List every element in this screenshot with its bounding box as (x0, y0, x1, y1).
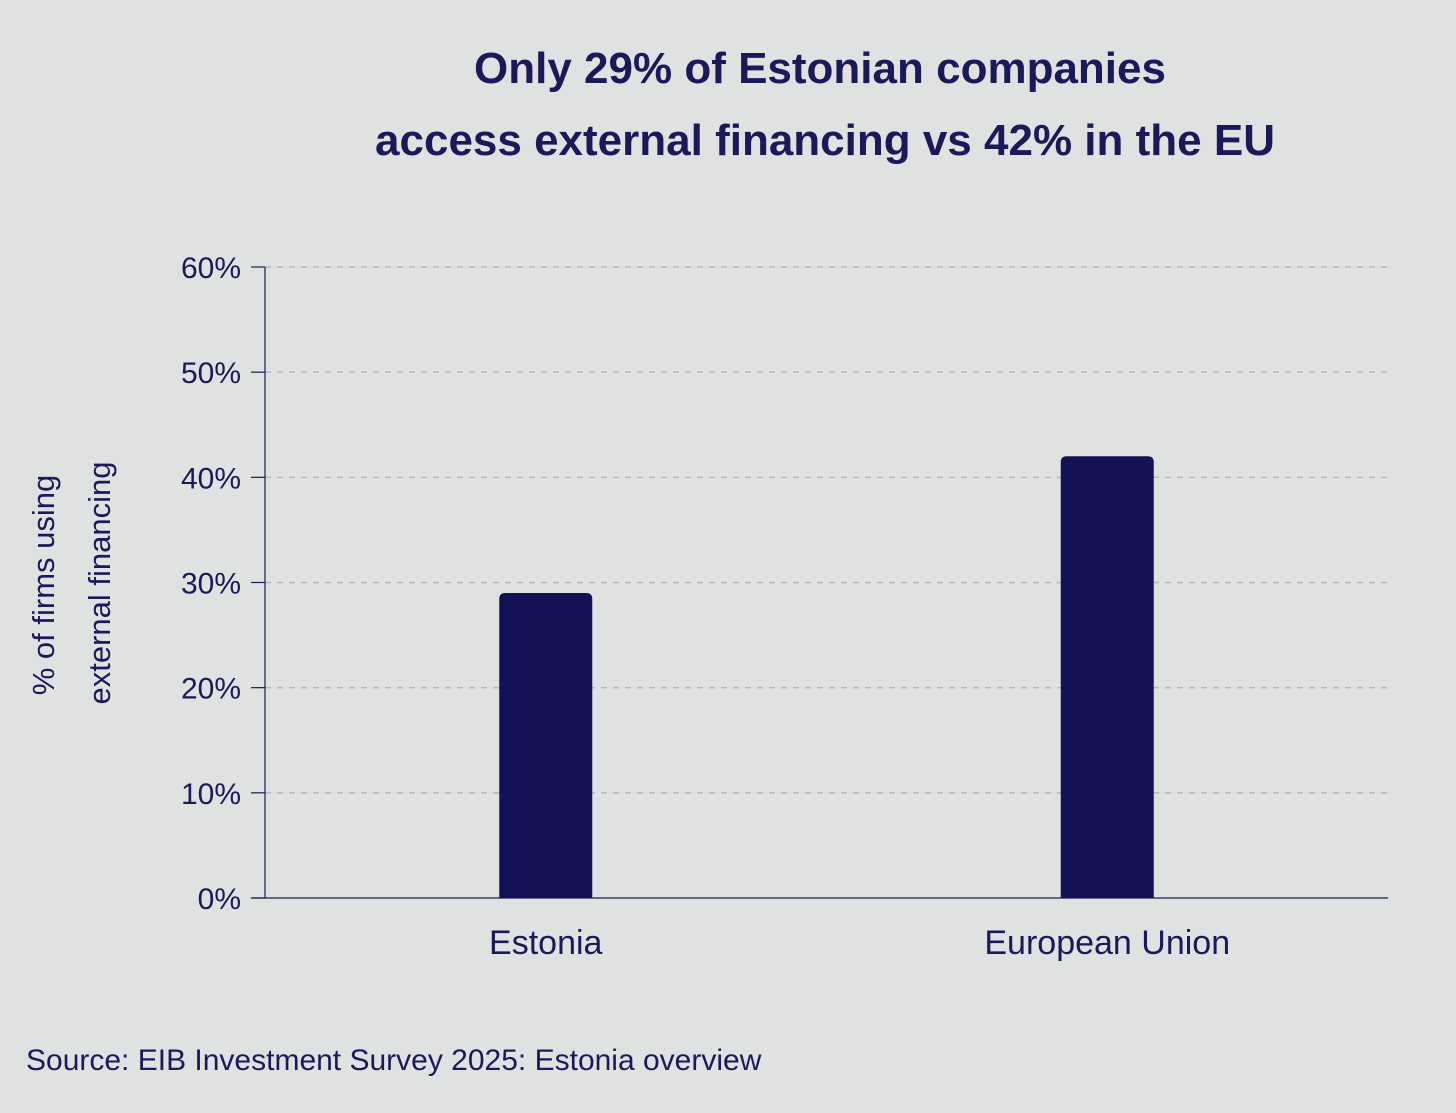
x-axis-ticks: Estonia European Union (489, 924, 1230, 962)
chart-title-line-1: Only 29% of Estonian companies (474, 44, 1166, 93)
y-tick-label: 10% (181, 778, 241, 811)
x-tick-label: Estonia (489, 924, 602, 962)
bar-estonia (499, 593, 593, 898)
y-axis-label-line-2: external financing (82, 462, 117, 705)
x-tick-label: European Union (984, 924, 1230, 962)
y-tick-label: 60% (181, 252, 241, 285)
source-note: Source: EIB Investment Survey 2025: Esto… (26, 1044, 762, 1077)
gridlines (265, 266, 1388, 794)
chart-title-line-2: access external financing vs 42% in the … (375, 116, 1275, 165)
y-axis-label-line-1: % of firms using (26, 475, 61, 696)
y-axis-ticks: 0% 10% 20% 30% 40% 50% 60% (181, 252, 265, 916)
bar-european-union (1060, 456, 1154, 898)
y-tick-label: 50% (181, 357, 241, 390)
y-tick-label: 0% (198, 883, 241, 916)
y-tick-label: 30% (181, 568, 241, 601)
y-tick-label: 40% (181, 462, 241, 495)
y-tick-label: 20% (181, 673, 241, 706)
bars (499, 456, 1154, 898)
